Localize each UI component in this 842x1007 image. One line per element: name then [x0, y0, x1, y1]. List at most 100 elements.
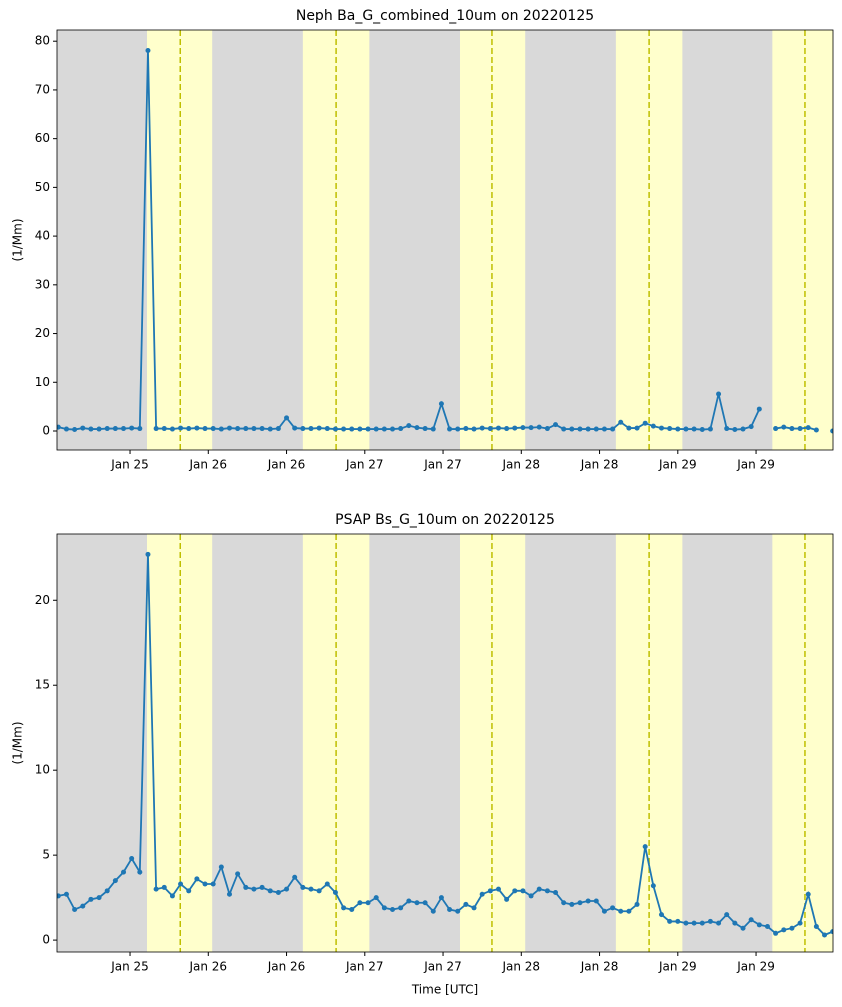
data-point	[544, 888, 550, 894]
data-point	[292, 874, 298, 880]
data-point	[487, 426, 493, 432]
data-point	[455, 908, 461, 914]
x-tick-label: Jan 28	[501, 960, 540, 974]
data-point	[691, 920, 697, 926]
data-point	[553, 890, 559, 896]
y-tick-label: 40	[35, 229, 50, 243]
data-point	[773, 426, 779, 432]
data-point	[544, 426, 550, 432]
data-point	[520, 425, 526, 431]
data-point	[406, 898, 412, 904]
data-point	[430, 908, 436, 914]
data-point	[226, 891, 232, 897]
data-point	[292, 425, 298, 431]
data-point	[243, 426, 249, 432]
data-point	[300, 426, 306, 432]
y-tick-label: 0	[42, 423, 50, 437]
data-point	[57, 424, 61, 430]
data-point	[267, 426, 273, 432]
data-point	[275, 890, 281, 896]
x-tick-label: Jan 27	[423, 960, 462, 974]
data-point	[626, 908, 632, 914]
data-point	[218, 864, 224, 870]
y-tick-label: 60	[35, 131, 50, 145]
data-point	[585, 426, 591, 432]
data-point	[683, 426, 689, 432]
data-point	[634, 425, 640, 431]
data-point	[96, 895, 102, 901]
data-point	[748, 917, 754, 923]
data-point	[210, 426, 216, 432]
data-point	[822, 932, 828, 938]
data-point	[72, 907, 78, 913]
data-point	[561, 900, 567, 906]
x-axis-label: Time [UTC]	[411, 983, 478, 997]
data-point	[341, 905, 347, 911]
x-tick-label: Jan 29	[736, 458, 775, 472]
data-point	[716, 920, 722, 926]
data-point	[112, 878, 118, 884]
data-point	[349, 907, 355, 913]
data-point	[528, 425, 534, 431]
data-point	[577, 426, 583, 432]
plot-area	[57, 534, 833, 952]
data-point	[63, 426, 69, 432]
x-tick-label: Jan 28	[580, 458, 619, 472]
x-tick-label: Jan 27	[345, 458, 384, 472]
data-point	[406, 423, 412, 429]
data-point	[683, 920, 689, 926]
data-point	[218, 426, 224, 432]
data-point	[72, 427, 78, 433]
data-point	[740, 426, 746, 432]
y-tick-label: 70	[35, 82, 50, 96]
data-point	[390, 907, 396, 913]
data-point	[455, 426, 461, 432]
data-point	[512, 425, 518, 431]
daylight-band	[772, 534, 833, 952]
data-point	[137, 426, 143, 432]
data-point	[601, 426, 607, 432]
data-point	[593, 898, 599, 904]
y-tick-label: 80	[35, 34, 50, 48]
data-point	[756, 922, 762, 928]
data-point	[642, 420, 648, 426]
data-point	[365, 900, 371, 906]
data-point	[504, 426, 510, 432]
data-point	[194, 876, 200, 882]
x-tick-label: Jan 29	[658, 960, 697, 974]
data-point	[112, 426, 118, 432]
data-point	[585, 898, 591, 904]
data-point	[658, 425, 664, 431]
data-point	[781, 927, 787, 933]
data-point	[357, 900, 363, 906]
x-tick-label: Jan 27	[345, 960, 384, 974]
data-point	[88, 896, 94, 902]
data-point	[691, 426, 697, 432]
data-point	[438, 401, 444, 407]
x-tick-label: Jan 28	[501, 458, 540, 472]
axes-frame	[56, 29, 834, 451]
data-point	[830, 929, 833, 935]
data-point	[699, 920, 705, 926]
data-point	[251, 886, 257, 892]
x-tick-label: Jan 29	[658, 458, 697, 472]
data-point	[169, 893, 175, 899]
data-point	[88, 426, 94, 432]
data-point	[813, 924, 819, 930]
data-point	[235, 426, 241, 432]
data-point	[536, 886, 542, 892]
data-point	[463, 426, 469, 432]
data-point	[63, 891, 69, 897]
data-point	[284, 886, 290, 892]
data-point	[349, 426, 355, 432]
data-point	[797, 426, 803, 432]
y-tick-label: 10	[35, 375, 50, 389]
data-point	[243, 884, 249, 890]
data-point	[235, 871, 241, 877]
data-point	[756, 406, 762, 412]
data-point	[487, 888, 493, 894]
x-tick-label: Jan 25	[110, 458, 149, 472]
data-point	[699, 427, 705, 433]
data-point	[463, 901, 469, 907]
data-point	[267, 888, 273, 894]
